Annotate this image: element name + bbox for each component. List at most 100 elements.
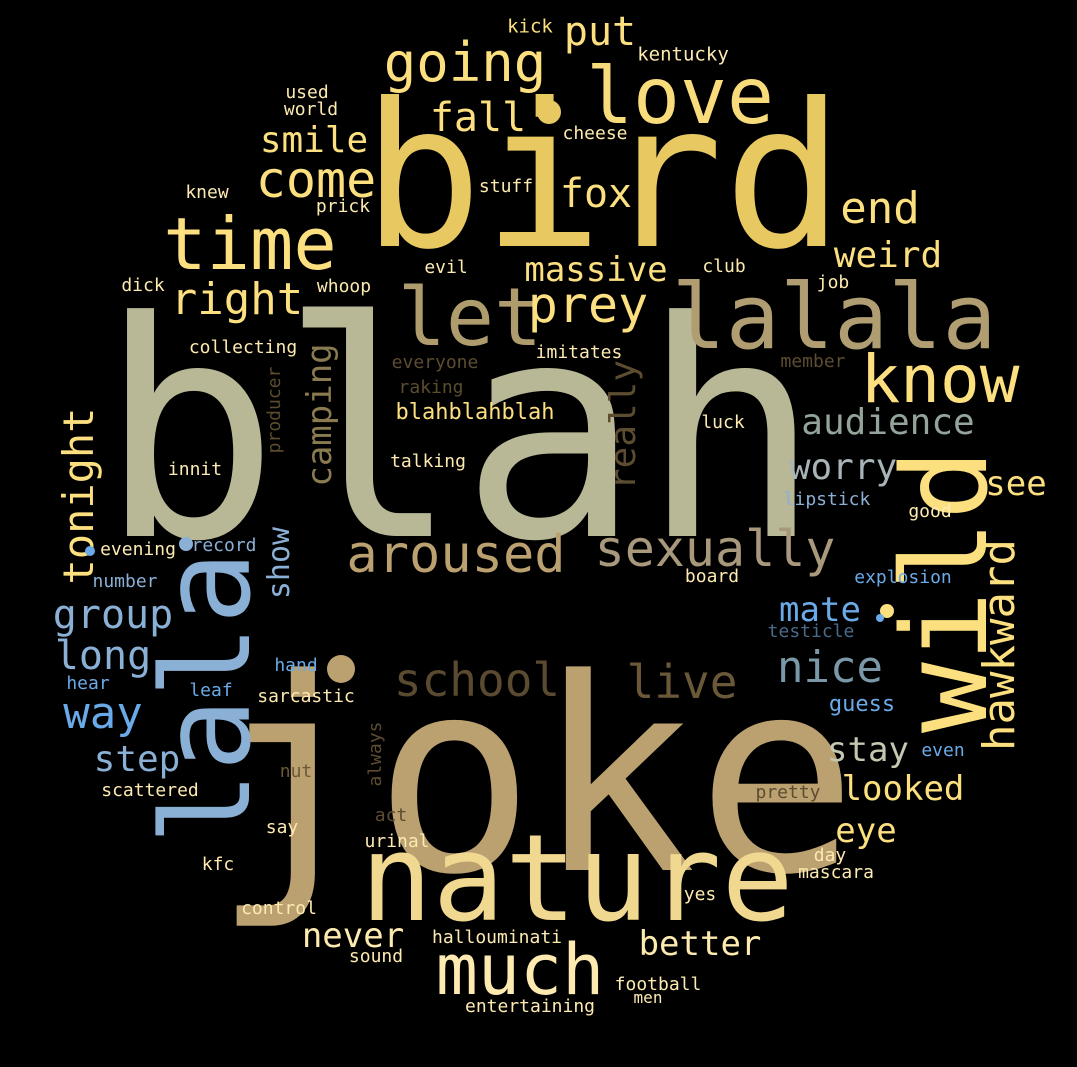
- word-show: show: [262, 526, 297, 600]
- word-member: member: [780, 351, 846, 372]
- word-let: let: [397, 271, 543, 364]
- word-cheese: cheese: [562, 123, 628, 144]
- word-sound: sound: [348, 946, 404, 967]
- word-sarcastic: sarcastic: [257, 686, 355, 707]
- word-nut: nut: [279, 761, 313, 782]
- word-imitates: imitates: [535, 342, 623, 363]
- dot-lala: [179, 537, 193, 551]
- word-hawkward: hawkward: [974, 539, 1025, 751]
- word-nice: nice: [777, 642, 883, 693]
- word-always: always: [365, 721, 386, 787]
- word-bird: bird: [362, 61, 844, 294]
- word-love: love: [586, 52, 774, 142]
- word-testicle: testicle: [767, 621, 855, 642]
- word-luck: luck: [701, 412, 745, 433]
- word-producer: producer: [264, 366, 285, 454]
- word-talking: talking: [390, 451, 466, 472]
- word-leaf: leaf: [189, 680, 233, 701]
- word-used: used: [285, 82, 329, 103]
- word-prey: prey: [527, 276, 649, 334]
- word-collecting: collecting: [188, 337, 298, 358]
- word-control: control: [241, 898, 317, 919]
- word-world: world: [283, 99, 339, 120]
- word-worry: worry: [788, 447, 898, 488]
- word-evening: evening: [100, 539, 176, 560]
- word-men: men: [633, 988, 663, 1007]
- word-fox: fox: [559, 171, 633, 217]
- word-end: end: [840, 183, 920, 234]
- word-joke: joke: [212, 622, 858, 934]
- word-scattered: scattered: [101, 780, 199, 801]
- word-kfc: kfc: [201, 854, 235, 875]
- word-group: group: [52, 592, 174, 638]
- word-looked: looked: [841, 769, 965, 809]
- word-school: school: [393, 653, 561, 707]
- word-stuff: stuff: [478, 176, 534, 197]
- word-football: football: [614, 974, 702, 995]
- word-yes: yes: [683, 884, 717, 905]
- word-much: much: [435, 929, 605, 1011]
- word-never: never: [301, 916, 405, 956]
- word-way: way: [63, 688, 143, 739]
- word-hand: hand: [274, 655, 318, 676]
- dot-mate: [876, 614, 884, 622]
- word-long: long: [54, 633, 152, 679]
- word-nature: nature: [360, 810, 794, 949]
- dot-bird: [537, 100, 561, 124]
- dot-wild: [880, 604, 894, 618]
- word-entertaining: entertaining: [464, 996, 596, 1017]
- word-even: even: [921, 740, 965, 761]
- dot-record: [85, 546, 95, 556]
- word-come: come: [255, 151, 377, 209]
- word-pretty: pretty: [755, 782, 821, 803]
- word-act: act: [374, 805, 408, 826]
- word-tonight: tonight: [54, 407, 103, 585]
- word-lipstick: lipstick: [783, 489, 871, 510]
- word-record: record: [191, 535, 257, 556]
- word-eye: eye: [835, 811, 897, 851]
- word-smile: smile: [259, 120, 369, 161]
- word-stay: stay: [827, 730, 909, 770]
- word-going: going: [383, 31, 547, 94]
- word-urinal: urinal: [364, 831, 430, 852]
- word-explosion: explosion: [854, 567, 952, 588]
- word-massive: massive: [524, 250, 668, 290]
- word-see: see: [985, 464, 1047, 504]
- word-lalala: lalala: [671, 265, 997, 370]
- word-board: board: [684, 566, 740, 587]
- word-right: right: [170, 274, 304, 325]
- word-blah: blah: [98, 258, 822, 607]
- word-really: really: [603, 359, 644, 491]
- word-mascara: mascara: [798, 862, 874, 883]
- word-put: put: [563, 9, 637, 55]
- word-evil: evil: [424, 257, 468, 278]
- word-everyone: everyone: [391, 352, 479, 373]
- word-camping: camping: [300, 343, 340, 487]
- word-hear: hear: [66, 673, 110, 694]
- word-job: job: [816, 272, 850, 293]
- word-whoop: whoop: [316, 276, 372, 297]
- word-live: live: [626, 655, 738, 709]
- word-aroused: aroused: [346, 525, 566, 585]
- word-day: day: [813, 845, 847, 866]
- word-kentucky: kentucky: [637, 43, 729, 66]
- word-time: time: [163, 202, 337, 286]
- word-number: number: [92, 571, 158, 592]
- word-guess: guess: [828, 692, 896, 717]
- word-knew: knew: [185, 182, 229, 203]
- word-blahblahblah: blahblahblah: [395, 400, 555, 425]
- word-weird: weird: [833, 235, 943, 276]
- word-dick: dick: [121, 275, 165, 296]
- word-prick: prick: [315, 196, 371, 217]
- word-say: say: [265, 817, 299, 838]
- word-audience: audience: [801, 402, 975, 443]
- word-club: club: [702, 256, 746, 277]
- word-kick: kick: [507, 15, 553, 38]
- word-fall: fall: [429, 95, 527, 141]
- dot-joke: [327, 655, 355, 683]
- word-mate: mate: [779, 590, 861, 630]
- word-raking: raking: [398, 377, 464, 398]
- word-hallouminati: hallouminati: [431, 927, 563, 948]
- word-good: good: [908, 501, 952, 522]
- word-innit: innit: [167, 459, 223, 480]
